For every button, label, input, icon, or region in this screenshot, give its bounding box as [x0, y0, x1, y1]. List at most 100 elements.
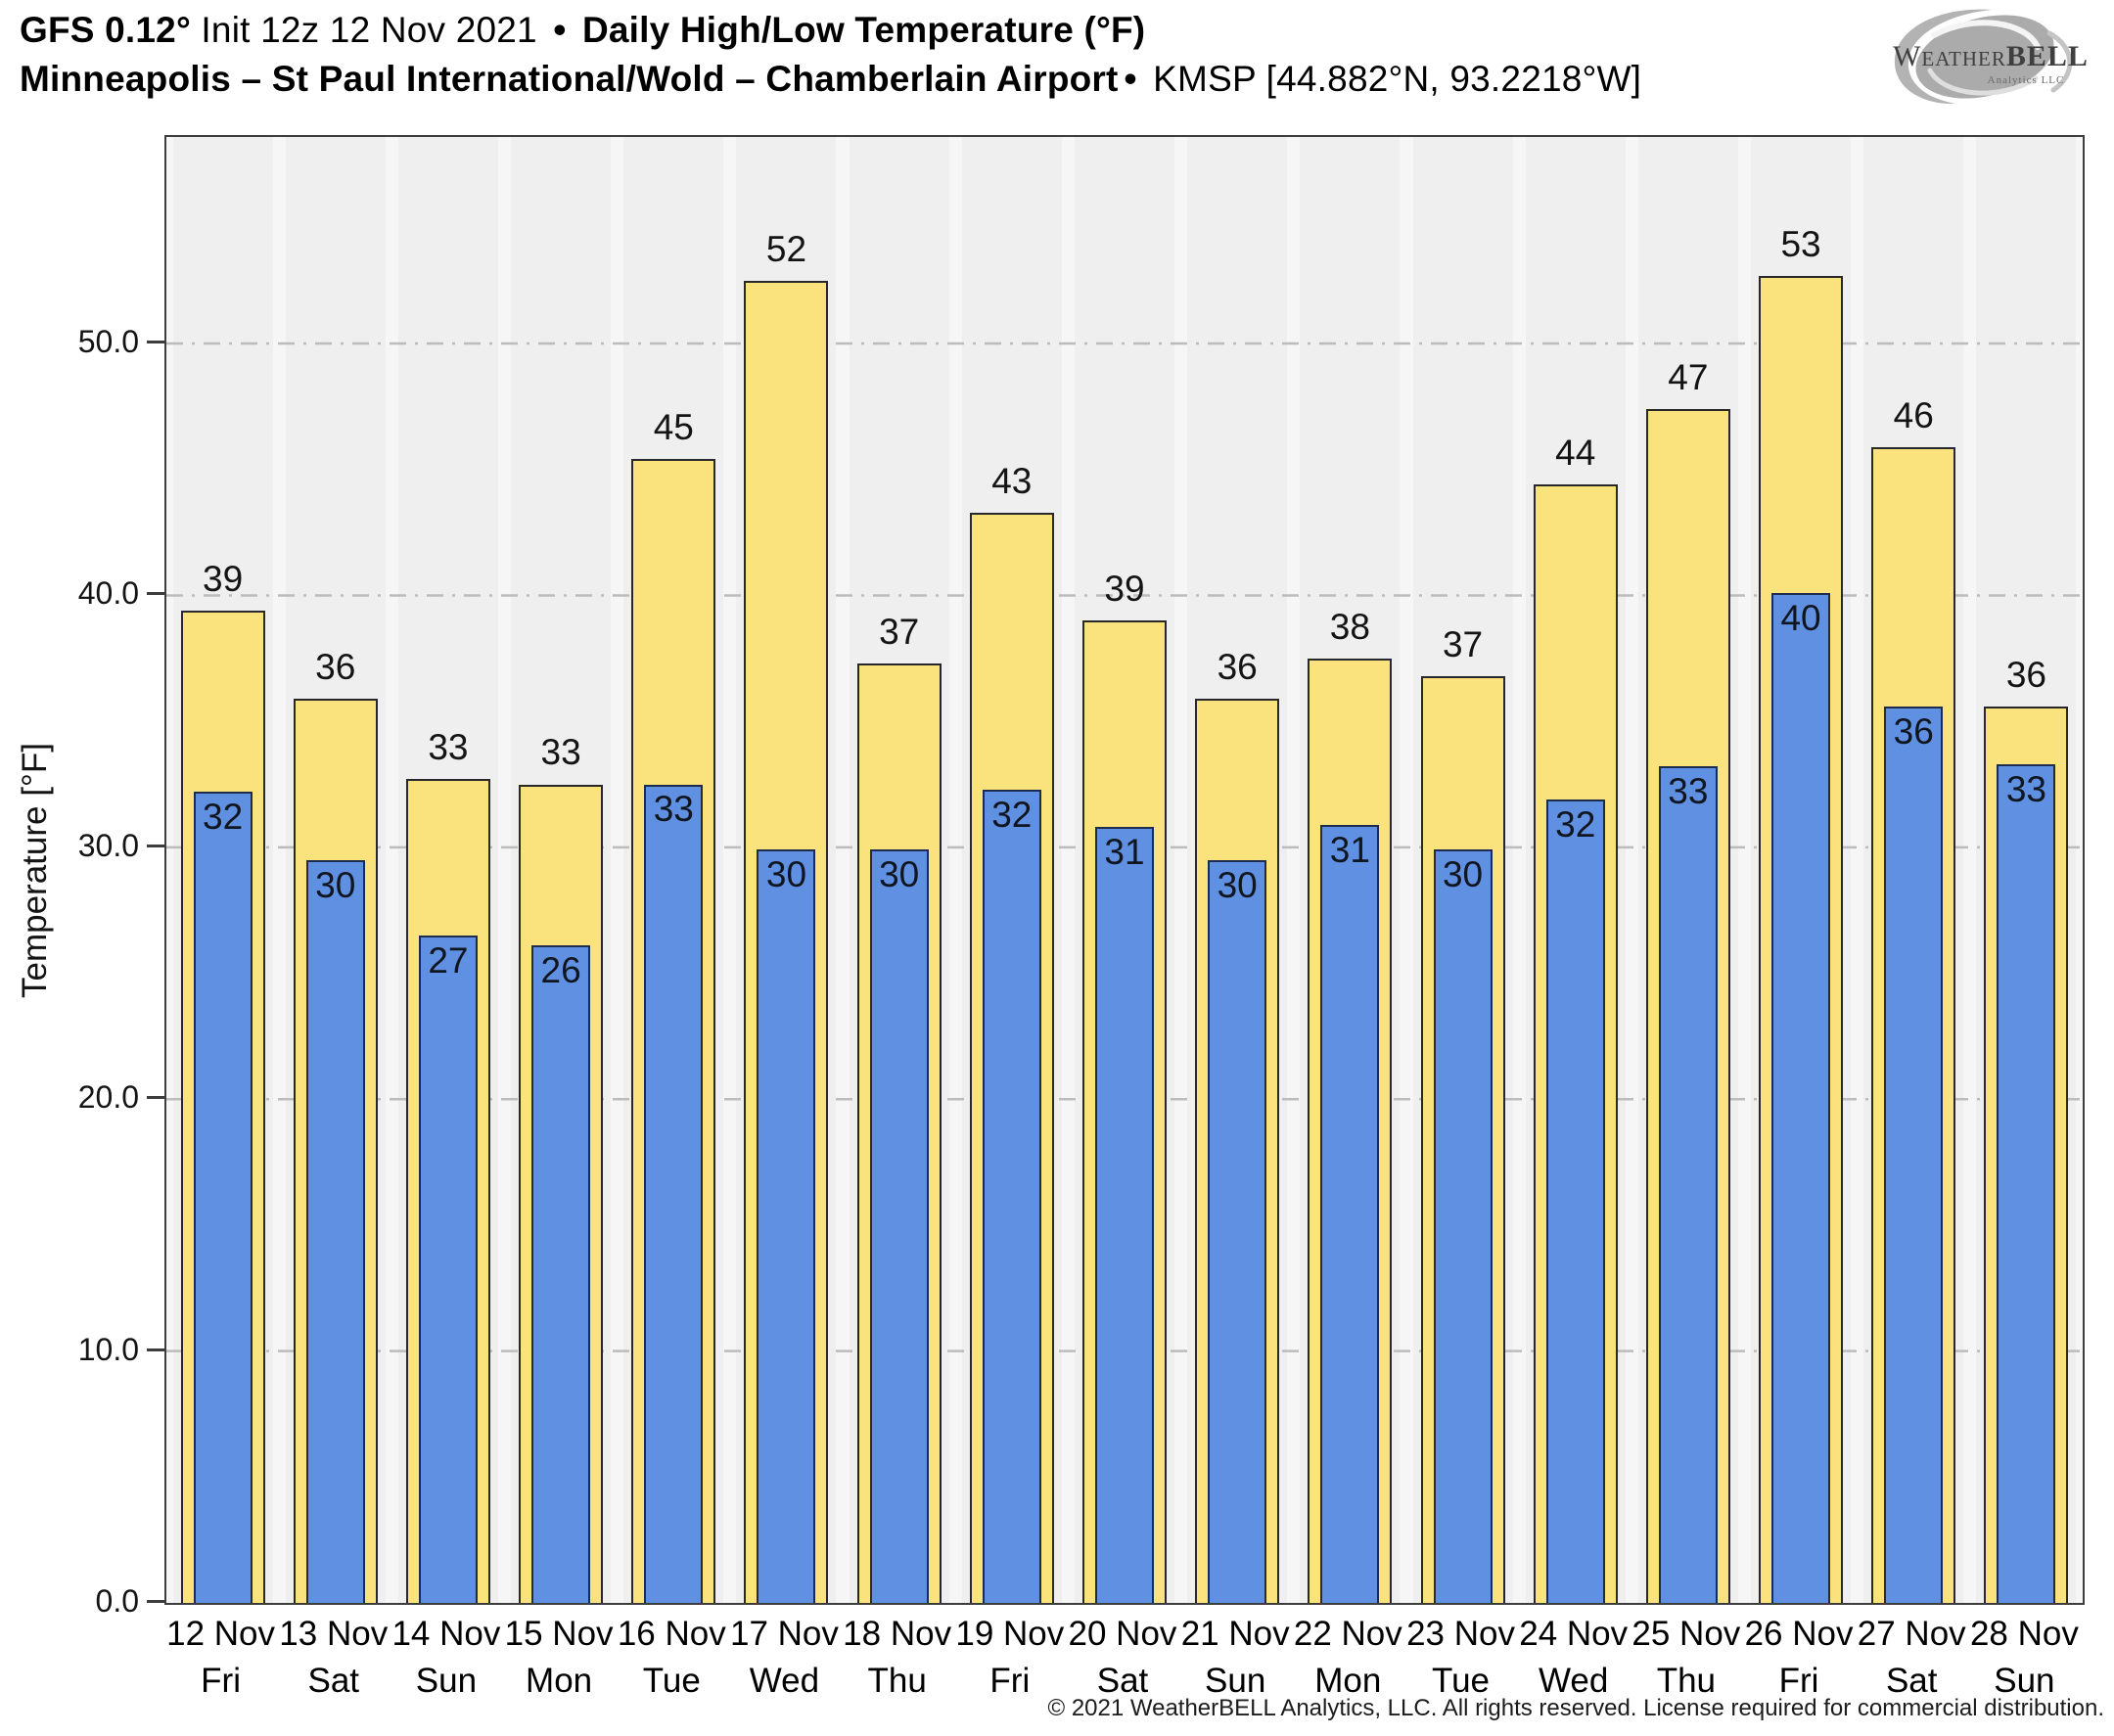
x-day-label: Wed — [749, 1662, 820, 1700]
high-value-label: 33 — [428, 727, 469, 768]
x-date-label: 15 Nov — [504, 1615, 614, 1653]
high-value-label: 52 — [765, 228, 807, 269]
low-bar — [1320, 824, 1380, 1603]
hurricane-swirl-icon — [1894, 9, 2073, 105]
x-day-label: Thu — [867, 1662, 927, 1700]
low-bar — [418, 935, 478, 1603]
x-day-label: Fri — [989, 1662, 1031, 1700]
y-axis-title: Temperature [°F] — [16, 742, 54, 998]
low-value-label: 33 — [2005, 768, 2046, 809]
init-time: Init 12z 12 Nov 2021 — [190, 10, 548, 50]
low-value-label: 30 — [1217, 864, 1258, 905]
x-date-label: 14 Nov — [391, 1615, 501, 1653]
x-date-label: 26 Nov — [1744, 1615, 1854, 1653]
station-id: KMSP [44.882°N, 93.2218°W] — [1142, 59, 1642, 99]
x-date-label: 22 Nov — [1293, 1615, 1402, 1653]
y-tick-mark — [147, 844, 164, 847]
x-date-label: 25 Nov — [1631, 1615, 1741, 1653]
x-date-label: 27 Nov — [1857, 1615, 1966, 1653]
low-value-label: 26 — [540, 950, 581, 991]
x-date-label: 28 Nov — [1969, 1615, 2079, 1653]
product-name: Daily High/Low Temperature (°F) — [572, 10, 1146, 50]
low-bar — [1997, 763, 2056, 1603]
x-day-label: Wed — [1539, 1662, 1609, 1700]
y-tick-label: 40.0 — [77, 575, 139, 612]
low-bar — [1095, 827, 1154, 1603]
y-tick-label: 0.0 — [95, 1583, 139, 1619]
x-day-label: Sun — [1994, 1662, 2055, 1700]
high-value-label: 45 — [653, 407, 694, 448]
low-bar — [305, 859, 365, 1603]
low-bar — [1208, 859, 1267, 1603]
low-bar — [1545, 799, 1605, 1603]
low-bar — [531, 945, 591, 1603]
low-bar — [757, 849, 816, 1603]
x-day-label: Sun — [1205, 1662, 1266, 1700]
model-name: GFS 0.12° — [20, 10, 191, 50]
y-tick-mark — [147, 341, 164, 344]
y-tick-label: 10.0 — [77, 1331, 139, 1367]
plot-area: 39 32 36 30 33 27 33 26 45 33 52 30 37 30 43 32 39 31 36 30… — [164, 135, 2085, 1605]
x-date-label: 12 Nov — [166, 1615, 276, 1653]
high-value-label: 39 — [1104, 569, 1145, 610]
x-date-label: 21 Nov — [1180, 1615, 1290, 1653]
x-date-label: 23 Nov — [1406, 1615, 1515, 1653]
low-value-label: 30 — [879, 854, 920, 895]
svg-text:WeatherBELL: WeatherBELL — [1893, 40, 2089, 72]
y-tick-mark — [147, 1096, 164, 1100]
x-day-label: Tue — [1432, 1662, 1491, 1700]
low-bar — [193, 792, 253, 1603]
x-day-label: Sat — [1885, 1662, 1938, 1700]
x-date-label: 16 Nov — [617, 1615, 726, 1653]
copyright-notice: © 2021 WeatherBELL Analytics, LLC. All r… — [1047, 1695, 2104, 1721]
logo-text-weather: Weather — [1893, 40, 2006, 72]
low-bar — [869, 849, 929, 1603]
low-value-label: 33 — [1668, 771, 1709, 812]
x-date-label: 20 Nov — [1068, 1615, 1177, 1653]
logo-text-bell: BELL — [2006, 40, 2089, 72]
low-value-label: 40 — [1780, 597, 1821, 638]
low-bar — [1658, 766, 1718, 1603]
logo-subtext: Analytics LLC — [1988, 74, 2065, 86]
x-day-label: Tue — [642, 1662, 701, 1700]
high-value-label: 47 — [1668, 356, 1709, 397]
y-tick-label: 50.0 — [77, 324, 139, 360]
x-date-label: 18 Nov — [843, 1615, 952, 1653]
low-value-label: 32 — [1555, 803, 1596, 845]
y-tick-label: 20.0 — [77, 1079, 139, 1116]
low-bar — [644, 784, 704, 1603]
x-day-label: Mon — [1314, 1662, 1382, 1700]
title-separator: • — [553, 10, 567, 50]
low-value-label: 31 — [1104, 832, 1145, 873]
low-value-label: 30 — [315, 864, 356, 905]
y-tick-label: 30.0 — [77, 827, 139, 863]
low-bar — [982, 789, 1041, 1603]
x-day-label: Sun — [415, 1662, 478, 1700]
subtitle-separator: • — [1124, 59, 1137, 99]
high-value-label: 43 — [991, 460, 1033, 501]
x-day-label: Sat — [1096, 1662, 1149, 1700]
x-day-label: Thu — [1656, 1662, 1717, 1700]
x-day-label: Fri — [1778, 1662, 1819, 1700]
high-value-label: 38 — [1329, 606, 1370, 647]
x-day-label: Mon — [526, 1662, 593, 1700]
high-value-label: 46 — [1893, 394, 1934, 435]
chart-title: GFS 0.12° Init 12z 12 Nov 2021 • Daily H… — [20, 10, 1145, 51]
high-value-label: 37 — [879, 611, 920, 652]
low-bar — [1433, 849, 1493, 1603]
low-value-label: 33 — [653, 789, 694, 830]
high-value-label: 53 — [1780, 223, 1821, 264]
high-value-label: 39 — [203, 558, 244, 599]
x-date-label: 17 Nov — [730, 1615, 839, 1653]
low-value-label: 27 — [428, 939, 469, 981]
high-value-label: 36 — [1217, 646, 1258, 687]
low-value-label: 32 — [203, 797, 244, 838]
high-value-label: 37 — [1442, 623, 1484, 664]
low-value-label: 31 — [1329, 829, 1370, 870]
weatherbell-logo: WeatherBELL Analytics LLC — [1893, 9, 2089, 105]
x-date-label: 24 Nov — [1519, 1615, 1629, 1653]
x-day-label: Sat — [307, 1662, 360, 1700]
station-name: Minneapolis – St Paul International/Wold… — [20, 59, 1119, 99]
y-tick-mark — [147, 1348, 164, 1351]
y-tick-mark — [147, 592, 164, 596]
